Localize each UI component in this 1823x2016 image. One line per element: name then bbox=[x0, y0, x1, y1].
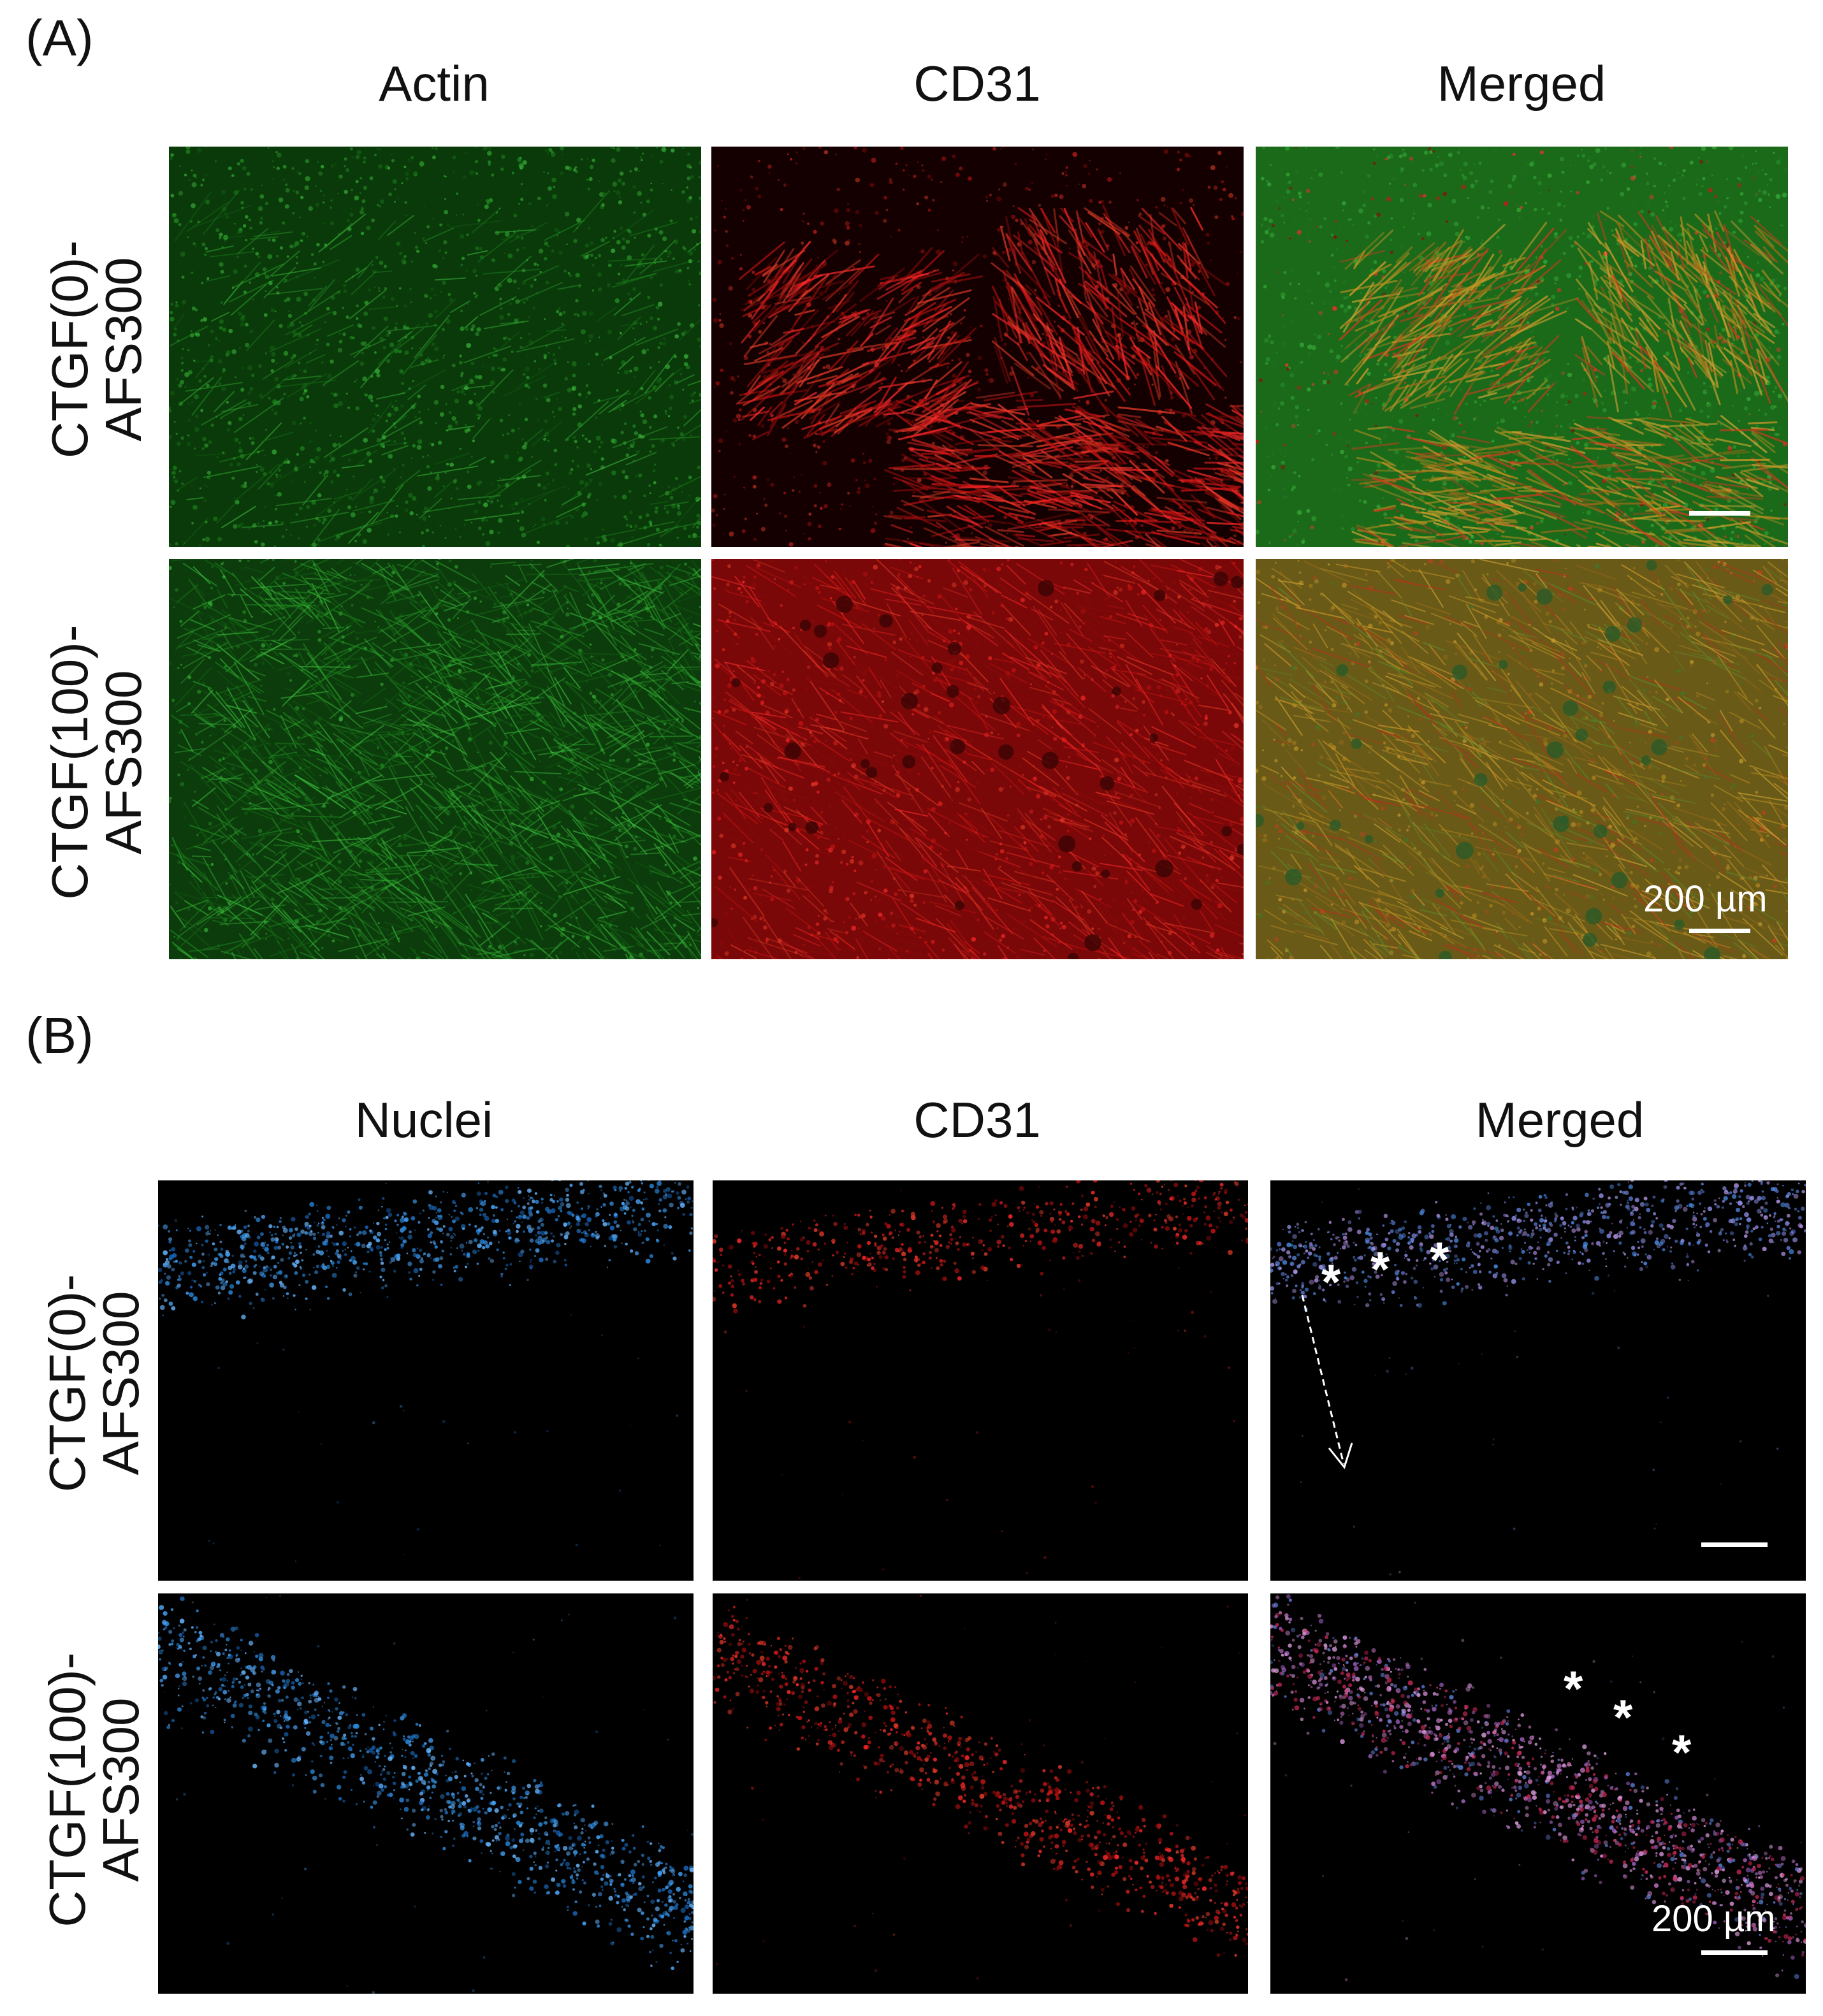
micrograph-b-ctgf0-nuclei bbox=[158, 1180, 694, 1581]
panel-b-col-title-merged: Merged bbox=[1475, 1092, 1645, 1148]
row-label-line2: AFS300 bbox=[95, 670, 152, 855]
annotation-asterisk: * bbox=[1613, 1689, 1633, 1745]
annotation-asterisk: * bbox=[1321, 1254, 1341, 1310]
annotation-asterisk: * bbox=[1672, 1724, 1692, 1780]
micrograph-b-ctgf100-merged: * * * 200 µm bbox=[1270, 1593, 1806, 1994]
micrograph-b-ctgf0-cd31 bbox=[713, 1180, 1248, 1581]
row-label-line2: AFS300 bbox=[95, 257, 152, 442]
micrograph-a-ctgf0-actin bbox=[169, 147, 701, 547]
panel-b-col-title-nuclei: Nuclei bbox=[354, 1092, 493, 1148]
micrograph-a-ctgf100-cd31 bbox=[711, 559, 1244, 959]
row-label-line1: CTGF(100)- bbox=[41, 625, 98, 900]
micrograph-a-ctgf100-actin bbox=[169, 559, 701, 959]
row-label-line1: CTGF(100)- bbox=[39, 1652, 96, 1927]
row-label-line1: CTGF(0)- bbox=[39, 1273, 96, 1493]
panel-a-letter: (A) bbox=[25, 10, 94, 66]
row-label-line2: AFS300 bbox=[92, 1291, 149, 1476]
panel-a-row-label-ctgf0: CTGF(0)- AFS300 bbox=[41, 240, 152, 459]
panel-b-row-label-ctgf100: CTGF(100)- AFS300 bbox=[39, 1652, 149, 1927]
annotation-asterisk: * bbox=[1430, 1231, 1449, 1287]
annotation-asterisk: * bbox=[1564, 1660, 1583, 1716]
micrograph-b-ctgf100-nuclei bbox=[158, 1593, 694, 1994]
micrograph-a-ctgf0-cd31 bbox=[711, 147, 1244, 547]
micrograph-a-ctgf100-merged: 200 µm bbox=[1256, 559, 1788, 959]
panel-b-row-label-ctgf0: CTGF(0)- AFS300 bbox=[39, 1273, 149, 1493]
scale-bar bbox=[1701, 1950, 1768, 1955]
micrograph-a-ctgf0-merged bbox=[1256, 147, 1788, 547]
panel-a-col-title-cd31: CD31 bbox=[913, 55, 1041, 112]
row-label-line1: CTGF(0)- bbox=[41, 240, 98, 459]
depth-arrow bbox=[1301, 1294, 1353, 1470]
scale-bar bbox=[1701, 1542, 1768, 1547]
micrograph-b-ctgf0-merged: * * * bbox=[1270, 1180, 1806, 1581]
panel-b-letter: (B) bbox=[25, 1007, 94, 1064]
scale-bar-label: 200 µm bbox=[1643, 878, 1768, 920]
panel-b-col-title-cd31: CD31 bbox=[913, 1092, 1041, 1148]
scale-bar bbox=[1689, 511, 1750, 516]
annotation-asterisk: * bbox=[1370, 1241, 1390, 1297]
panel-a-col-title-actin: Actin bbox=[379, 55, 490, 112]
scale-bar bbox=[1689, 929, 1750, 933]
panel-a-col-title-merged: Merged bbox=[1437, 55, 1606, 112]
scale-bar-label: 200 µm bbox=[1652, 1898, 1776, 1940]
micrograph-b-ctgf100-cd31 bbox=[713, 1593, 1248, 1994]
row-label-line2: AFS300 bbox=[92, 1697, 149, 1882]
panel-a-row-label-ctgf100: CTGF(100)- AFS300 bbox=[41, 625, 152, 900]
